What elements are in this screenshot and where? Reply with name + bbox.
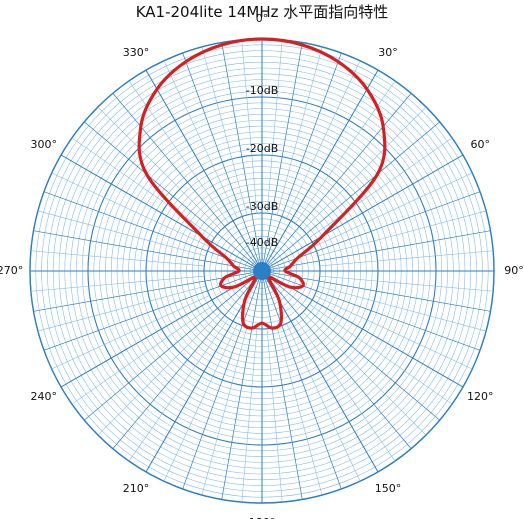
minor-spoke bbox=[267, 230, 491, 271]
minor-spoke bbox=[37, 210, 207, 257]
minor-spoke bbox=[262, 42, 303, 266]
major-spoke bbox=[60, 154, 258, 269]
minor-spoke bbox=[314, 172, 473, 247]
major-spoke bbox=[264, 69, 379, 267]
minor-spoke bbox=[295, 318, 396, 462]
major-spoke bbox=[264, 275, 379, 473]
minor-spoke bbox=[241, 39, 258, 214]
minor-spoke bbox=[71, 304, 215, 405]
minor-spoke bbox=[51, 295, 210, 370]
series-layer bbox=[137, 37, 387, 330]
minor-spoke bbox=[30, 250, 205, 267]
minor-spoke bbox=[43, 272, 257, 351]
minor-spoke bbox=[201, 326, 248, 496]
minor-spoke bbox=[267, 191, 481, 270]
minor-spoke bbox=[317, 285, 487, 332]
minor-spoke bbox=[263, 276, 342, 490]
minor-spoke bbox=[128, 318, 229, 462]
minor-spoke bbox=[163, 323, 238, 482]
minor-spoke bbox=[266, 39, 283, 214]
minor-spoke bbox=[221, 276, 262, 500]
minor-spoke bbox=[71, 137, 215, 238]
minor-spoke bbox=[286, 323, 361, 482]
chart-title: KA1-204lite 14MHz 水平面指向特性 bbox=[135, 3, 389, 21]
minor-spoke bbox=[267, 271, 491, 312]
minor-spoke bbox=[128, 80, 229, 224]
radial-labels: -10dB -20dB -30dB -40dB bbox=[246, 84, 279, 249]
minor-spoke bbox=[265, 275, 412, 449]
minor-spoke bbox=[262, 276, 303, 500]
minor-spoke bbox=[319, 275, 494, 292]
minor-spoke bbox=[302, 106, 427, 231]
minor-spoke bbox=[43, 191, 257, 270]
minor-spoke bbox=[30, 275, 205, 292]
minor-spoke bbox=[302, 311, 427, 436]
angle-label: 150° bbox=[375, 482, 402, 495]
minor-spoke bbox=[286, 60, 361, 219]
minor-spoke bbox=[37, 285, 207, 332]
minor-spoke bbox=[33, 230, 257, 271]
minor-spoke bbox=[112, 93, 259, 267]
minor-spoke bbox=[276, 46, 323, 216]
minor-spoke bbox=[276, 326, 323, 496]
minor-spoke bbox=[201, 46, 248, 216]
minor-spoke bbox=[112, 275, 259, 449]
minor-spoke bbox=[266, 274, 440, 421]
minor-spoke bbox=[295, 80, 396, 224]
major-spoke bbox=[145, 275, 260, 473]
minor-spoke bbox=[182, 276, 261, 490]
minor-spoke bbox=[84, 274, 258, 421]
minor-spoke bbox=[84, 121, 258, 268]
radial-label: -30dB bbox=[246, 200, 279, 213]
minor-spoke bbox=[182, 52, 261, 266]
minor-spoke bbox=[267, 272, 481, 351]
angle-label: 270° bbox=[0, 264, 23, 277]
major-spoke bbox=[266, 273, 464, 388]
minor-spoke bbox=[319, 250, 494, 267]
minor-spoke bbox=[97, 311, 222, 436]
minor-spoke bbox=[265, 93, 412, 267]
angle-label: 180° bbox=[249, 516, 276, 519]
radial-label: -10dB bbox=[246, 84, 279, 97]
center-dot bbox=[253, 262, 271, 280]
minor-spoke bbox=[266, 121, 440, 268]
angle-label: 210° bbox=[123, 482, 150, 495]
minor-spoke bbox=[263, 52, 342, 266]
major-spoke bbox=[145, 69, 260, 267]
center-marker bbox=[253, 262, 271, 280]
radial-label: -40dB bbox=[246, 236, 279, 249]
angle-label: 60° bbox=[470, 138, 490, 151]
angle-label: 0° bbox=[256, 12, 269, 25]
angle-label: 240° bbox=[31, 390, 58, 403]
minor-spoke bbox=[317, 210, 487, 257]
angle-label: 300° bbox=[31, 138, 58, 151]
radial-label: -20dB bbox=[246, 142, 279, 155]
minor-spoke bbox=[314, 295, 473, 370]
major-spoke bbox=[60, 273, 258, 388]
minor-spoke bbox=[309, 304, 453, 405]
angle-label: 30° bbox=[378, 46, 398, 59]
minor-spoke bbox=[309, 137, 453, 238]
angle-labels: 0° 30° 60° 90° 120° 150° 180° 210° 240° 270° 300° 3… bbox=[0, 12, 524, 519]
minor-spoke bbox=[33, 271, 257, 312]
polar-grid bbox=[29, 38, 495, 504]
major-spoke bbox=[266, 154, 464, 269]
angle-label: 330° bbox=[123, 46, 150, 59]
minor-spoke bbox=[51, 172, 210, 247]
minor-spoke bbox=[266, 328, 283, 503]
angle-label: 90° bbox=[504, 264, 524, 277]
minor-spoke bbox=[241, 328, 258, 503]
minor-spoke bbox=[221, 42, 262, 266]
minor-spoke bbox=[97, 106, 222, 231]
minor-spoke bbox=[163, 60, 238, 219]
angle-label: 120° bbox=[467, 390, 494, 403]
